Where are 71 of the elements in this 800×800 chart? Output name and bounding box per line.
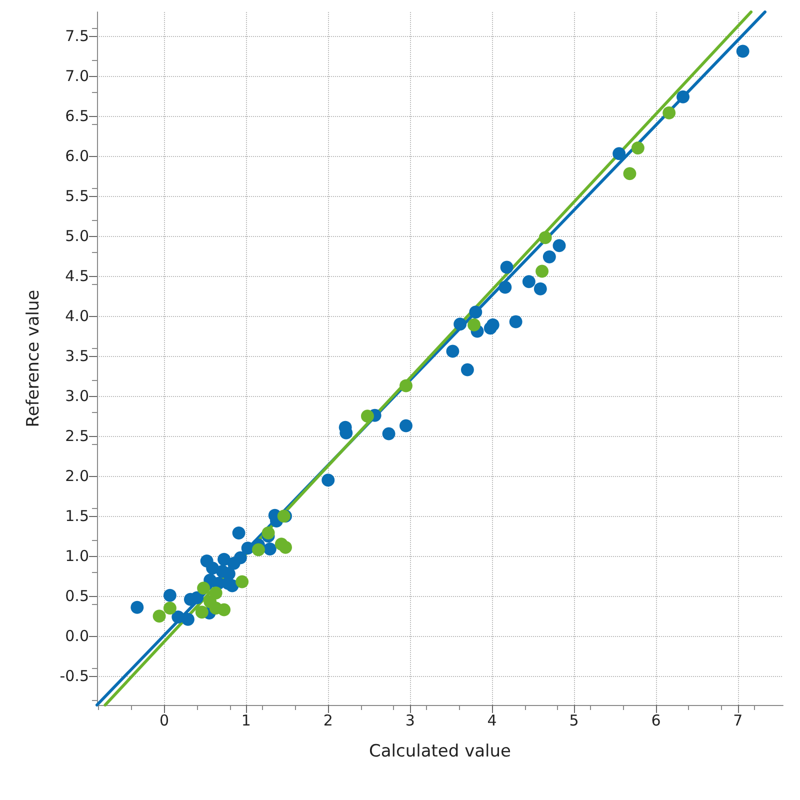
x-tick-label: 5: [569, 712, 579, 730]
point: [522, 275, 536, 288]
point: [468, 318, 481, 332]
x-tick-label: 4: [487, 712, 497, 730]
point: [232, 526, 246, 540]
point: [534, 282, 547, 296]
point: [163, 588, 176, 602]
y-axis-title: Reference value: [24, 290, 44, 428]
point: [400, 419, 412, 432]
y-tick-label: 1.5: [65, 507, 89, 526]
point: [236, 575, 249, 588]
y-tick-label: 7.0: [65, 67, 89, 86]
x-axis-title: Calculated value: [368, 742, 512, 762]
x-tick-label: 1: [241, 712, 251, 730]
x-tick-label: 3: [405, 712, 415, 730]
point: [552, 239, 566, 252]
point: [509, 315, 522, 328]
point: [542, 250, 556, 264]
point: [190, 591, 204, 604]
point: [486, 318, 500, 332]
x-tick-label: 6: [651, 712, 661, 730]
point: [454, 318, 467, 331]
y-tick-label: 3.5: [65, 347, 89, 366]
point: [152, 610, 166, 623]
y-tick-label: 2.0: [65, 467, 89, 486]
point: [446, 344, 460, 358]
point: [181, 612, 194, 626]
x-tick-label: 7: [733, 712, 743, 730]
y-tick-label: 6.5: [65, 107, 89, 126]
y-tick-label: 6.0: [65, 147, 89, 166]
point: [195, 606, 208, 619]
point: [498, 280, 512, 294]
point: [279, 540, 292, 554]
point: [469, 306, 482, 319]
point: [400, 379, 412, 392]
y-tick-label: 4.0: [65, 307, 89, 326]
point: [209, 586, 222, 600]
point: [197, 582, 210, 595]
point: [631, 142, 644, 155]
y-tick-label: 0.0: [65, 627, 89, 646]
point: [322, 474, 335, 487]
point: [382, 427, 396, 440]
x-tick-label: 2: [323, 712, 333, 730]
point: [500, 260, 514, 274]
point: [263, 542, 276, 556]
y-tick-label: 5.0: [65, 227, 89, 246]
point: [262, 526, 275, 540]
y-tick-label: 4.5: [65, 267, 89, 286]
x-tick-label: 0: [159, 712, 169, 730]
point: [676, 90, 690, 104]
y-tick-label: 3.0: [65, 387, 89, 406]
point: [736, 44, 750, 58]
y-tick-label: 1.0: [65, 547, 89, 566]
point: [360, 410, 374, 423]
point: [536, 264, 549, 278]
point: [234, 551, 247, 564]
y-tick-label: 0.5: [65, 587, 89, 606]
point: [623, 167, 636, 180]
point: [612, 147, 626, 160]
point: [130, 600, 144, 614]
point: [252, 543, 265, 556]
y-tick-label: 7.5: [65, 27, 89, 46]
point: [538, 231, 552, 244]
point: [662, 106, 676, 120]
y-tick-label: 2.5: [65, 427, 89, 446]
point: [218, 603, 231, 616]
point: [218, 552, 231, 566]
point: [163, 602, 176, 615]
y-tick-label: 5.5: [65, 187, 89, 206]
y-tick-label: -0.5: [60, 667, 89, 686]
point: [460, 363, 474, 376]
